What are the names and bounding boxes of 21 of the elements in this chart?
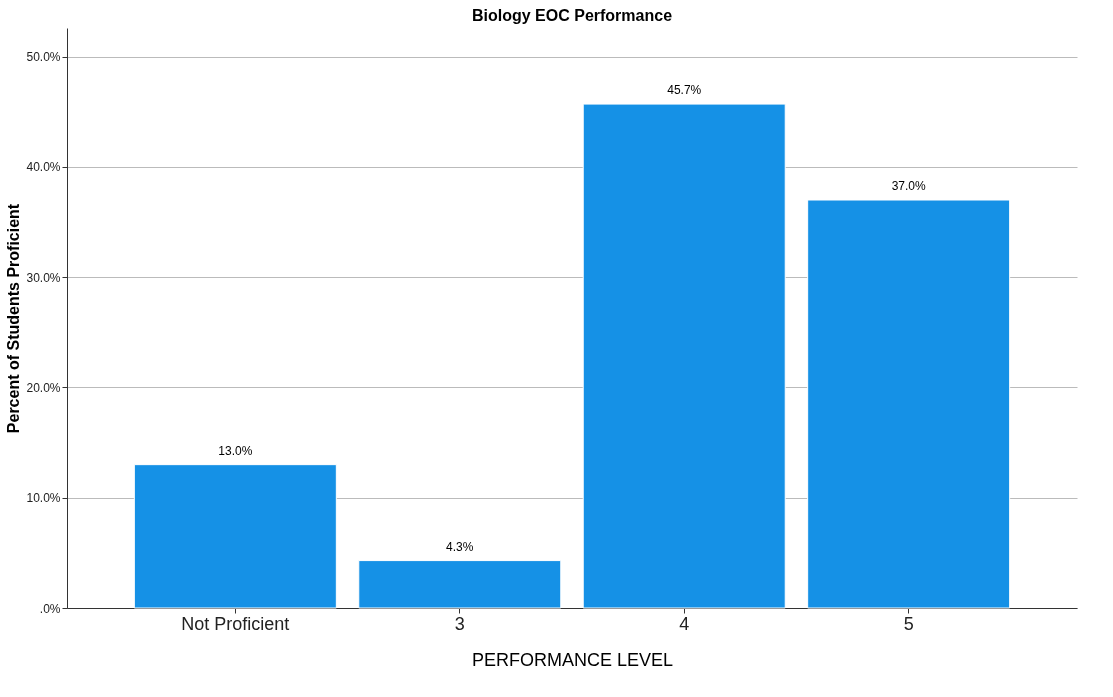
bar [133, 464, 337, 609]
x-axis-title: PERFORMANCE LEVEL [471, 649, 674, 670]
x-tick-label: 5 [903, 613, 914, 634]
data-label: 37.0% [891, 179, 927, 194]
y-tick-label: 50.0% [26, 50, 61, 65]
data-label: 4.3% [446, 539, 474, 554]
x-tick-label: 3 [454, 613, 465, 634]
y-tick-label: .0% [39, 601, 61, 616]
x-tick-label: 4 [679, 613, 690, 634]
y-tick-label: 30.0% [26, 270, 61, 285]
x-tick-label: Not Proficient [181, 613, 290, 634]
data-label: 45.7% [667, 83, 702, 98]
bar [807, 199, 1011, 609]
y-tick-label: 20.0% [26, 380, 61, 395]
y-axis-title: Percent of Students Proficient [5, 203, 23, 434]
data-label: 13.0% [218, 443, 253, 458]
y-tick-label: 10.0% [26, 491, 61, 506]
bar [582, 103, 786, 609]
chart-title: Biology EOC Performance [471, 7, 673, 24]
bar [358, 560, 562, 609]
y-tick-label: 40.0% [26, 160, 61, 175]
